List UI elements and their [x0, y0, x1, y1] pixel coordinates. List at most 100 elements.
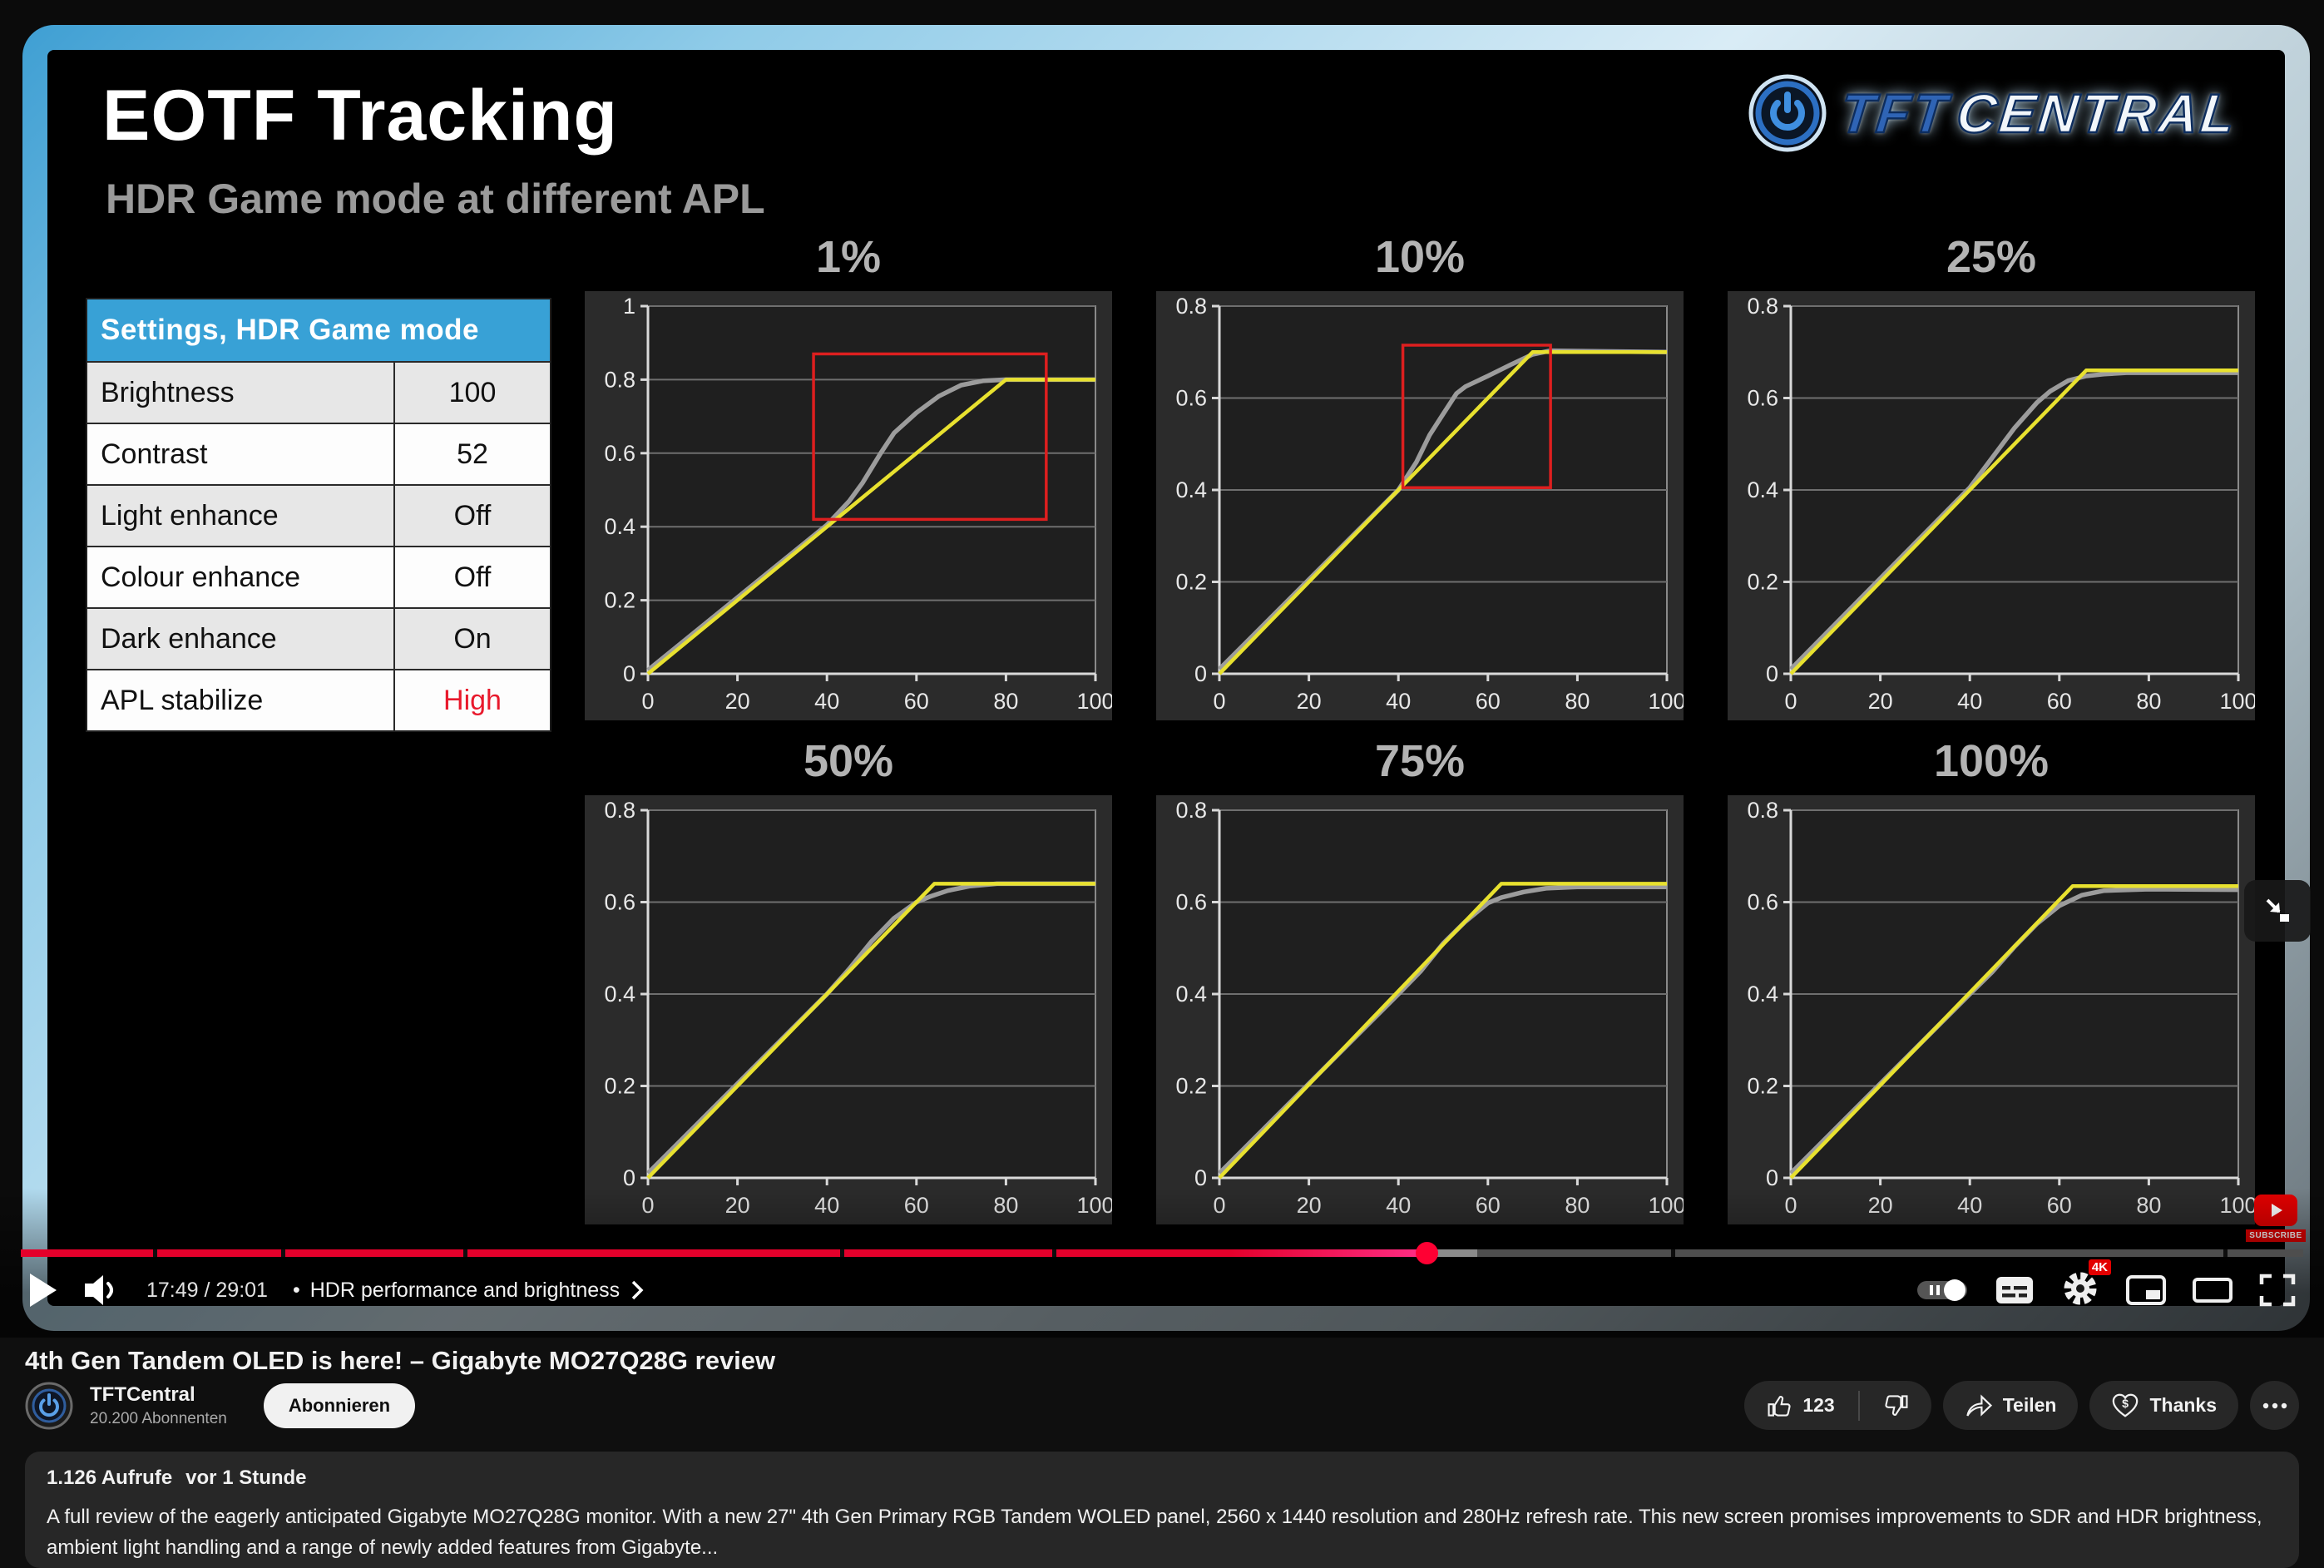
player-controls: 17:49 / 29:01 • HDR performance and brig…: [0, 1259, 2324, 1315]
miniplayer-expand-button[interactable]: [2244, 880, 2311, 942]
subtitles-button[interactable]: [1995, 1275, 2035, 1305]
svg-text:0.8: 0.8: [604, 798, 635, 823]
setting-value: On: [393, 609, 550, 669]
svg-text:60: 60: [904, 689, 929, 714]
more-actions-button[interactable]: [2250, 1381, 2299, 1430]
progress-fill: [21, 1249, 1427, 1257]
setting-value: High: [393, 670, 550, 730]
chapter-marker: [2223, 1249, 2228, 1257]
channel-name[interactable]: TFTCentral: [90, 1383, 195, 1406]
svg-text:80: 80: [2136, 689, 2161, 714]
svg-text:0: 0: [1766, 1165, 1778, 1190]
volume-button[interactable]: [83, 1273, 121, 1308]
setting-label: APL stabilize: [101, 684, 264, 716]
setting-label: Brightness: [101, 376, 235, 408]
svg-text:0.8: 0.8: [1747, 798, 1778, 823]
svg-text:0.8: 0.8: [1175, 798, 1207, 823]
svg-text:20: 20: [1868, 689, 1893, 714]
thanks-button[interactable]: $ Thanks: [2089, 1381, 2238, 1430]
chart-title: 1%: [815, 232, 882, 282]
chart-title: 10%: [1374, 232, 1466, 282]
description-box[interactable]: 1.126 Aufrufe vor 1 Stunde A full review …: [25, 1452, 2299, 1568]
settings-table-rows: Brightness 100 Contrast 52 Light enhance O…: [87, 361, 550, 730]
setting-label: Light enhance: [101, 499, 279, 532]
play-button[interactable]: [28, 1273, 58, 1308]
svg-text:0.8: 0.8: [1747, 294, 1778, 319]
like-icon[interactable]: [1766, 1392, 1792, 1419]
svg-text:0.4: 0.4: [1747, 477, 1778, 502]
subscriber-count: 20.200 Abonnenten: [90, 1409, 227, 1427]
slide-title: EOTF Tracking: [102, 76, 618, 156]
svg-text:0.2: 0.2: [604, 1074, 635, 1099]
miniplayer-button[interactable]: [2126, 1275, 2166, 1305]
svg-text:40: 40: [814, 689, 839, 714]
fullscreen-button[interactable]: [2259, 1274, 2296, 1307]
svg-text:20: 20: [1297, 689, 1322, 714]
chart-title: 75%: [1374, 736, 1466, 786]
svg-text:0.8: 0.8: [604, 367, 635, 392]
svg-text:0.4: 0.4: [1175, 477, 1207, 502]
tftcentral-logo: TFTCENTRAL: [1748, 73, 2241, 153]
like-count[interactable]: 123: [1802, 1394, 1835, 1416]
chapter-marker: [1052, 1249, 1057, 1257]
chapter-marker: [153, 1249, 158, 1257]
settings-row: Contrast 52: [87, 423, 550, 484]
svg-text:0.6: 0.6: [1175, 890, 1207, 915]
settings-row: APL stabilize High: [87, 669, 550, 730]
settings-button[interactable]: 4K: [2061, 1259, 2111, 1312]
svg-text:0: 0: [641, 689, 654, 714]
dislike-icon[interactable]: [1883, 1392, 1910, 1419]
seek-knob[interactable]: [1416, 1242, 1439, 1264]
chapter-label[interactable]: • HDR performance and brightness: [293, 1279, 645, 1303]
setting-value: 100: [393, 363, 550, 423]
miniplayer-expand-icon: [2266, 898, 2289, 922]
video-title: 4th Gen Tandem OLED is here! – Gigabyte …: [25, 1346, 776, 1375]
seek-bar[interactable]: [21, 1242, 2303, 1264]
settings-row: Light enhance Off: [87, 484, 550, 546]
svg-text:0.2: 0.2: [1747, 570, 1778, 595]
thanks-heart-icon: $: [2113, 1393, 2139, 1417]
channel-avatar[interactable]: [25, 1382, 73, 1430]
settings-table-header: Settings, HDR Game mode: [87, 299, 550, 361]
svg-text:0.6: 0.6: [1747, 890, 1778, 915]
chevron-right-icon: [631, 1280, 644, 1300]
svg-text:100: 100: [2219, 689, 2255, 714]
slide-subtitle: HDR Game mode at different APL: [106, 176, 765, 222]
svg-text:0.2: 0.2: [604, 588, 635, 613]
share-button[interactable]: Teilen: [1942, 1381, 2079, 1430]
view-count: 1.126 Aufrufe: [47, 1467, 173, 1489]
like-dislike-pill: 123: [1744, 1381, 1931, 1430]
svg-text:100: 100: [1648, 689, 1684, 714]
settings-row: Colour enhance Off: [87, 546, 550, 607]
chapter-marker: [1670, 1249, 1675, 1257]
svg-text:0: 0: [623, 1165, 635, 1190]
svg-text:60: 60: [2047, 689, 2072, 714]
svg-text:0.6: 0.6: [604, 890, 635, 915]
more-dots-icon: [2262, 1402, 2287, 1408]
settings-row: Brightness 100: [87, 361, 550, 423]
slide: EOTF Tracking HDR Game mode at different…: [47, 50, 2285, 1306]
share-label: Teilen: [2002, 1394, 2057, 1416]
time-display: 17:49 / 29:01: [146, 1278, 268, 1302]
svg-text:40: 40: [1957, 689, 1982, 714]
svg-text:0: 0: [1766, 661, 1778, 686]
svg-text:0.4: 0.4: [1175, 982, 1207, 1007]
subscribe-button[interactable]: Abonnieren: [263, 1383, 416, 1428]
theater-mode-button[interactable]: [2193, 1275, 2233, 1305]
svg-text:0.4: 0.4: [604, 514, 635, 539]
chapter-marker: [280, 1249, 285, 1257]
svg-text:100: 100: [1076, 689, 1112, 714]
svg-text:0.6: 0.6: [1747, 386, 1778, 411]
svg-text:0.4: 0.4: [1747, 982, 1778, 1007]
autoplay-toggle[interactable]: [1916, 1278, 1968, 1303]
pill-divider: [1857, 1390, 1860, 1421]
svg-text:0.2: 0.2: [1175, 570, 1207, 595]
